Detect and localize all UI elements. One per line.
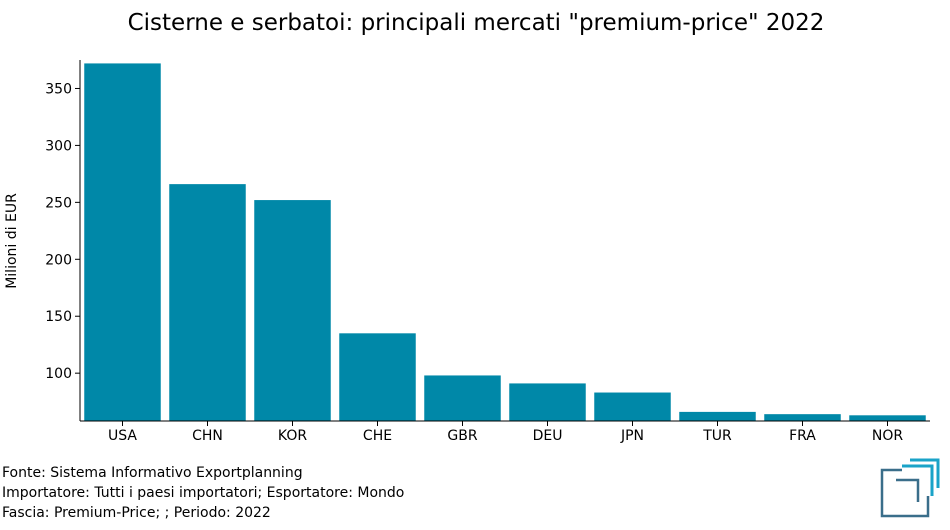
x-tick-label-chn: CHN	[192, 428, 223, 444]
bar-che	[339, 333, 416, 421]
bar-tur	[679, 411, 756, 421]
y-tick-label-350: 350	[45, 81, 72, 97]
y-tick-label-300: 300	[45, 138, 72, 154]
x-tick-label-gbr: GBR	[447, 428, 477, 444]
bars-group	[84, 63, 926, 421]
exportplanning-logo-icon	[880, 458, 940, 518]
bar-deu	[509, 383, 586, 421]
y-axis-label: Milioni di EUR	[4, 193, 20, 289]
x-tick-label-nor: NOR	[872, 428, 903, 444]
x-tick-label-kor: KOR	[278, 428, 307, 444]
bar-jpn	[594, 392, 671, 421]
axes-group: USA CHN KOR CHE GBR DEU JPN TUR FRA NOR 100 150 200 2…	[45, 60, 930, 444]
bar-gbr	[424, 375, 501, 421]
x-tick-label-fra: FRA	[789, 428, 816, 444]
x-tick-label-deu: DEU	[533, 428, 563, 444]
x-tick-label-usa: USA	[108, 428, 137, 444]
y-tick-label-200: 200	[45, 252, 72, 268]
x-tick-label-che: CHE	[363, 428, 392, 444]
y-tick-label-150: 150	[45, 309, 72, 325]
x-tick-label-jpn: JPN	[620, 428, 644, 444]
chart-title: Cisterne e serbatoi: principali mercati …	[128, 10, 825, 36]
footer-period: Fascia: Premium-Price; ; Periodo: 2022	[2, 505, 271, 521]
footer-source: Fonte: Sistema Informativo Exportplannin…	[2, 465, 303, 481]
y-tick-label-100: 100	[45, 366, 72, 382]
bar-usa	[84, 63, 161, 421]
bar-chn	[169, 184, 246, 421]
bar-kor	[254, 200, 331, 421]
x-tick-label-tur: TUR	[702, 428, 732, 444]
source-footer: Fonte: Sistema Informativo Exportplannin…	[2, 463, 404, 523]
bar-nor	[849, 415, 926, 421]
footer-partners: Importatore: Tutti i paesi importatori; …	[2, 485, 405, 501]
bar-fra	[764, 414, 841, 421]
y-tick-label-250: 250	[45, 195, 72, 211]
